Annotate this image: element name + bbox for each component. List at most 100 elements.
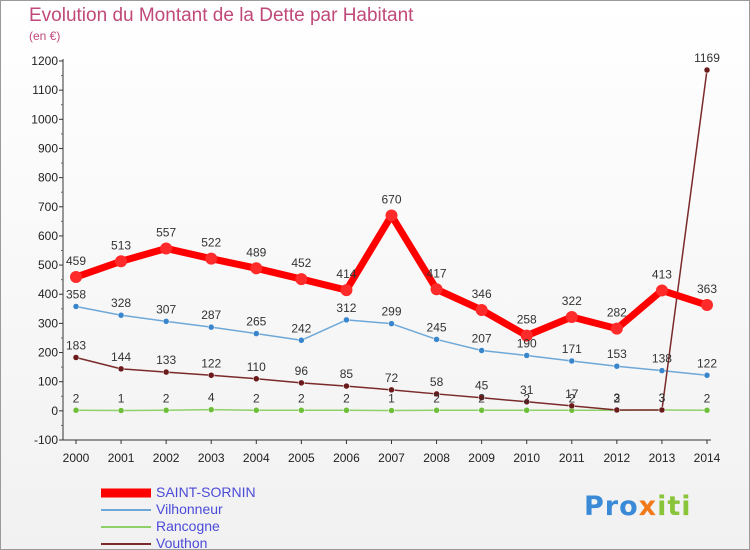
data-label: 3 [614,391,621,405]
y-tick-label: -100 [34,433,58,447]
data-point [117,311,125,319]
data-point [701,299,713,312]
data-label: 2 [433,391,440,405]
data-point [433,407,440,414]
data-point [343,316,350,324]
data-point [72,303,80,310]
data-point [253,407,260,414]
y-tick-label: 900 [38,141,58,155]
data-point [298,407,305,414]
data-point [523,407,530,414]
data-point [433,390,440,398]
legend-swatch [101,525,151,528]
logo-part-3: iti [657,491,692,522]
data-label: 3 [659,391,666,405]
x-tick-label: 2010 [513,451,540,465]
data-label: 207 [472,331,492,345]
data-label: 346 [472,287,492,301]
data-point [703,372,711,379]
data-label: 413 [652,267,672,281]
y-tick-label: 1100 [32,83,58,97]
data-point [703,407,711,414]
legend-item: Vouthon [101,535,341,550]
data-point [523,398,530,406]
data-label: 328 [111,296,131,310]
data-label: 58 [430,375,444,389]
legend-swatch [101,508,151,511]
data-label: 2 [253,391,260,405]
chart-subtitle: (en €) [29,29,61,43]
legend-label: Rancogne [156,518,220,534]
data-point [613,362,621,370]
data-label: 1 [388,392,395,406]
x-tick-label: 2001 [108,451,135,465]
data-point [385,209,398,222]
data-label: 557 [156,225,176,239]
data-point [162,318,170,325]
data-point [72,407,80,414]
data-point [703,66,711,74]
data-label: 1 [118,392,125,406]
x-tick-label: 2013 [649,451,676,465]
data-point [478,407,485,414]
data-label: 417 [427,266,447,280]
data-point [478,394,485,401]
data-label: 258 [517,313,537,327]
y-tick-label: 500 [38,258,58,272]
data-label: 358 [66,287,86,301]
data-point [117,365,125,373]
data-label: 122 [201,356,221,370]
data-point [207,406,215,413]
data-label: 322 [562,294,582,308]
data-label: 670 [381,193,401,207]
x-tick-label: 2007 [378,451,405,465]
x-tick-label: 2000 [63,451,90,465]
data-point [343,382,350,390]
data-point [430,283,443,296]
data-label: 459 [66,254,86,268]
data-label: 2 [343,391,350,405]
data-label: 245 [427,320,447,334]
data-label: 287 [201,308,221,322]
legend-label: SAINT-SORNIN [156,484,256,500]
data-label: 45 [475,379,489,393]
data-label: 307 [156,302,176,316]
data-point [613,406,621,414]
data-label: 4 [208,391,215,405]
data-label: 2 [73,391,80,405]
legend-item: SAINT-SORNIN [101,484,341,501]
legend-label: Vouthon [156,535,208,550]
data-label: 190 [517,336,537,350]
logo-part-2: x [638,491,658,522]
data-point [160,242,173,255]
logo-part-1: Pro [584,491,639,522]
data-label: 96 [295,364,309,378]
data-label: 171 [562,342,582,356]
y-tick-label: 0 [51,404,58,418]
y-tick-label: 1000 [31,112,58,126]
proxiti-logo: Proxiti [584,491,692,522]
x-tick-label: 2009 [468,451,495,465]
x-tick-label: 2004 [243,451,270,465]
data-label: 144 [111,350,131,364]
y-tick-label: 100 [38,375,58,389]
legend-label: Vilhonneur [156,501,223,517]
data-point [568,402,576,410]
data-point [433,336,440,343]
data-point [565,310,578,323]
data-point [478,347,485,354]
data-label: 2 [614,391,621,405]
data-label: 242 [291,321,311,335]
data-point [72,354,80,361]
x-tick-label: 2003 [198,451,225,465]
data-label: 72 [385,371,399,385]
y-tick-label: 800 [38,171,58,185]
data-label: 452 [291,256,311,270]
data-label: 153 [607,347,627,361]
data-point [115,255,128,268]
data-label: 312 [336,301,356,315]
data-point [253,375,260,383]
data-point [658,367,666,374]
data-label: 31 [520,383,534,397]
